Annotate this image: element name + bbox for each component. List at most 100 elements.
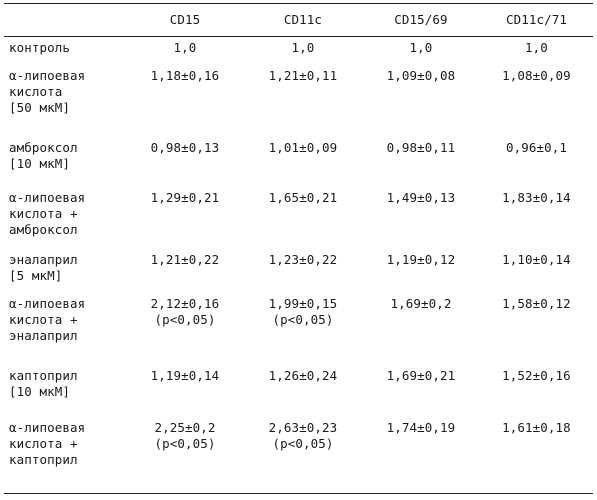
value-cell: 0,96±0,1 — [480, 134, 593, 184]
row-label-cell: α-липоеваякислота +каптоприл — [4, 414, 126, 474]
value-cell: 1,58±0,12 — [480, 290, 593, 362]
row-label-line: кислота + — [9, 206, 126, 222]
row-label-line: [50 мкМ] — [9, 100, 126, 116]
row-label-cell: α-липоеваякислота +эналаприл — [4, 290, 126, 362]
value-mean-sd: 1,61±0,18 — [480, 420, 593, 436]
value-cell: 1,52±0,16 — [480, 362, 593, 414]
value-cell: 1,23±0,22 — [244, 246, 362, 290]
row-label-line: контроль — [9, 40, 126, 56]
value-mean-sd: 2,63±0,23 — [244, 420, 362, 436]
value-mean-sd: 1,29±0,21 — [126, 190, 244, 206]
row-label-line: амброксол — [9, 140, 126, 156]
header-cell-blank — [4, 4, 126, 36]
header-cell-cd11c-71: CD11c/71 — [480, 4, 593, 36]
row-label-line: [10 мкМ] — [9, 384, 126, 400]
table-row: α-липоеваякислота +амброксол1,29±0,211,6… — [4, 184, 593, 246]
row-label-line: [10 мкМ] — [9, 156, 126, 172]
value-cell: 1,0 — [126, 36, 244, 62]
table-row: эналаприл[5 мкМ]1,21±0,221,23±0,221,19±0… — [4, 246, 593, 290]
row-label-line: [5 мкМ] — [9, 268, 126, 284]
row-label-line: α-липоевая — [9, 296, 126, 312]
value-cell: 1,74±0,19 — [362, 414, 480, 474]
value-mean-sd: 1,65±0,21 — [244, 190, 362, 206]
value-cell: 1,99±0,15(p<0,05) — [244, 290, 362, 362]
value-mean-sd: 1,0 — [480, 40, 593, 56]
row-label-line: α-липоевая — [9, 68, 126, 84]
value-mean-sd: 1,69±0,2 — [362, 296, 480, 312]
value-mean-sd: 1,21±0,22 — [126, 252, 244, 268]
row-label-line: каптоприл — [9, 368, 126, 384]
table-row: α-липоеваякислота[50 мкМ]1,18±0,161,21±0… — [4, 62, 593, 134]
value-mean-sd: 1,49±0,13 — [362, 190, 480, 206]
header-cell-cd15: CD15 — [126, 4, 244, 36]
row-label-line: α-липоевая — [9, 190, 126, 206]
value-cell: 0,98±0,13 — [126, 134, 244, 184]
value-cell: 1,21±0,22 — [126, 246, 244, 290]
value-mean-sd: 1,99±0,15 — [244, 296, 362, 312]
value-mean-sd: 1,10±0,14 — [480, 252, 593, 268]
value-cell: 1,69±0,21 — [362, 362, 480, 414]
value-cell: 1,19±0,14 — [126, 362, 244, 414]
table-row: амброксол[10 мкМ]0,98±0,131,01±0,090,98±… — [4, 134, 593, 184]
table-row: каптоприл[10 мкМ]1,19±0,141,26±0,241,69±… — [4, 362, 593, 414]
value-cell: 1,08±0,09 — [480, 62, 593, 134]
row-label-cell: контроль — [4, 36, 126, 62]
value-cell: 1,0 — [244, 36, 362, 62]
value-mean-sd: 1,21±0,11 — [244, 68, 362, 84]
row-label-cell: α-липоеваякислота +амброксол — [4, 184, 126, 246]
value-mean-sd: 1,83±0,14 — [480, 190, 593, 206]
value-cell: 2,25±0,2(p<0,05) — [126, 414, 244, 474]
row-label-line: эналаприл — [9, 252, 126, 268]
value-cell: 2,12±0,16(p<0,05) — [126, 290, 244, 362]
value-cell: 1,61±0,18 — [480, 414, 593, 474]
value-cell: 1,09±0,08 — [362, 62, 480, 134]
value-mean-sd: 1,0 — [362, 40, 480, 56]
value-cell: 1,65±0,21 — [244, 184, 362, 246]
value-mean-sd: 1,52±0,16 — [480, 368, 593, 384]
table-row: α-липоеваякислота +каптоприл2,25±0,2(p<0… — [4, 414, 593, 474]
value-mean-sd: 1,01±0,09 — [244, 140, 362, 156]
value-mean-sd: 1,0 — [126, 40, 244, 56]
table-bottom-rule — [4, 493, 593, 494]
value-cell: 1,69±0,2 — [362, 290, 480, 362]
value-mean-sd: 1,74±0,19 — [362, 420, 480, 436]
row-label-line: каптоприл — [9, 452, 126, 468]
value-cell: 0,98±0,11 — [362, 134, 480, 184]
table-header-row: CD15 CD11c CD15/69 CD11c/71 — [4, 4, 593, 36]
row-label-cell: каптоприл[10 мкМ] — [4, 362, 126, 414]
row-label-cell: α-липоеваякислота[50 мкМ] — [4, 62, 126, 134]
value-cell: 1,29±0,21 — [126, 184, 244, 246]
value-cell: 1,10±0,14 — [480, 246, 593, 290]
row-label-line: кислота + — [9, 312, 126, 328]
value-p-significance: (p<0,05) — [126, 312, 244, 328]
value-mean-sd: 1,08±0,09 — [480, 68, 593, 84]
value-mean-sd: 1,18±0,16 — [126, 68, 244, 84]
header-cell-cd15-69: CD15/69 — [362, 4, 480, 36]
row-label-cell: амброксол[10 мкМ] — [4, 134, 126, 184]
value-p-significance: (p<0,05) — [244, 436, 362, 452]
row-label-line: кислота + — [9, 436, 126, 452]
value-mean-sd: 1,69±0,21 — [362, 368, 480, 384]
value-mean-sd: 1,26±0,24 — [244, 368, 362, 384]
value-mean-sd: 1,0 — [244, 40, 362, 56]
row-label-line: кислота — [9, 84, 126, 100]
value-mean-sd: 0,96±0,1 — [480, 140, 593, 156]
value-mean-sd: 1,19±0,12 — [362, 252, 480, 268]
row-label-cell: эналаприл[5 мкМ] — [4, 246, 126, 290]
value-p-significance: (p<0,05) — [244, 312, 362, 328]
value-cell: 1,19±0,12 — [362, 246, 480, 290]
value-cell: 2,63±0,23(p<0,05) — [244, 414, 362, 474]
value-p-significance: (p<0,05) — [126, 436, 244, 452]
row-label-line: амброксол — [9, 222, 126, 238]
value-mean-sd: 0,98±0,11 — [362, 140, 480, 156]
value-mean-sd: 1,58±0,12 — [480, 296, 593, 312]
table-row: α-липоеваякислота +эналаприл2,12±0,16(p<… — [4, 290, 593, 362]
value-cell: 1,01±0,09 — [244, 134, 362, 184]
value-mean-sd: 0,98±0,13 — [126, 140, 244, 156]
value-cell: 1,18±0,16 — [126, 62, 244, 134]
results-table: CD15 CD11c CD15/69 CD11c/71 контроль1,01… — [4, 4, 593, 474]
row-label-line: эналаприл — [9, 328, 126, 344]
value-mean-sd: 1,09±0,08 — [362, 68, 480, 84]
value-cell: 1,0 — [480, 36, 593, 62]
